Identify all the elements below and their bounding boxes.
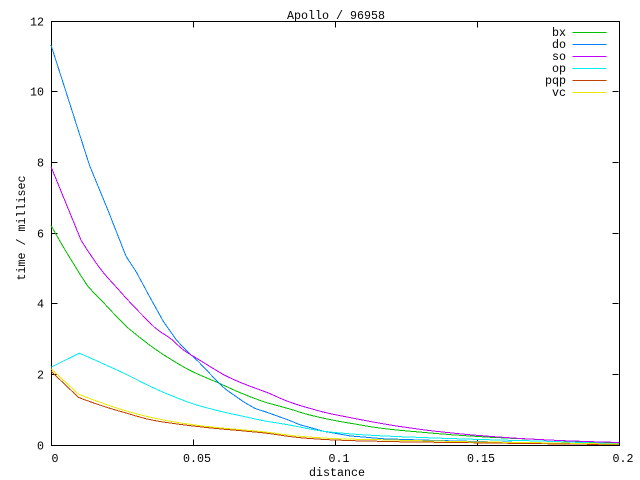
svg-text:bx: bx: [552, 26, 566, 40]
svg-text:op: op: [552, 62, 566, 76]
svg-text:0.2: 0.2: [613, 452, 634, 466]
svg-text:0.1: 0.1: [329, 452, 350, 466]
svg-text:time / millisec: time / millisec: [15, 176, 29, 281]
svg-text:6: 6: [37, 228, 44, 242]
svg-text:10: 10: [30, 86, 44, 100]
svg-text:0.15: 0.15: [467, 452, 495, 466]
svg-text:0: 0: [37, 440, 44, 454]
svg-text:so: so: [552, 50, 566, 64]
svg-text:distance: distance: [309, 466, 365, 480]
svg-text:8: 8: [37, 157, 44, 171]
svg-text:0.05: 0.05: [183, 452, 211, 466]
svg-text:vc: vc: [552, 86, 566, 100]
svg-text:0: 0: [52, 452, 59, 466]
svg-text:12: 12: [30, 16, 44, 30]
svg-text:2: 2: [37, 369, 44, 383]
svg-text:4: 4: [37, 298, 44, 312]
svg-text:Apollo / 96958: Apollo / 96958: [287, 9, 385, 23]
svg-text:do: do: [552, 38, 566, 52]
svg-text:pqp: pqp: [545, 74, 566, 88]
